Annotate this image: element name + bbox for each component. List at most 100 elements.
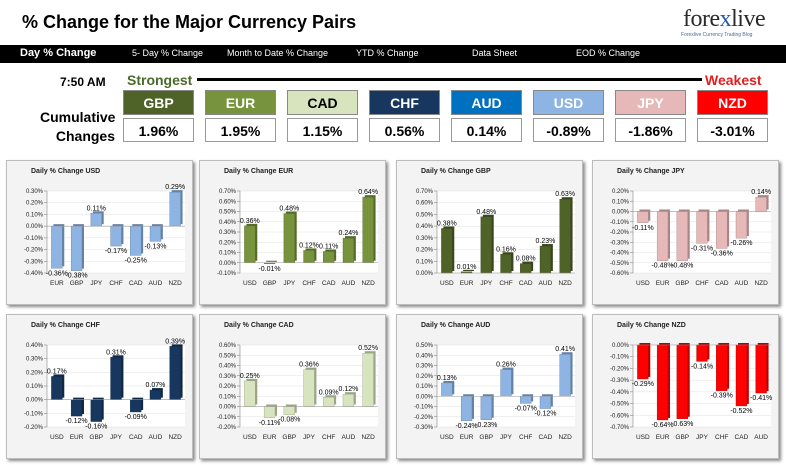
data-label: 0.39% (165, 338, 185, 345)
chart-panel: Daily % Change GBP 0.70% 0.60% 0.50% 0.40% 0.… (396, 160, 583, 305)
bar (342, 237, 355, 263)
x-tick-label: CHF (715, 434, 728, 441)
data-label: 0.48% (476, 209, 496, 216)
data-label: 0.36% (240, 218, 260, 225)
currency-cumulative-value: 1.95% (205, 118, 276, 142)
x-tick-label: CAD (735, 434, 749, 441)
x-tick-label: CAD (129, 280, 143, 287)
forexlive-logo[interactable]: forexlive Forexlive Currency Trading Blo… (675, 6, 775, 38)
y-tick-label: 0.20% (416, 248, 434, 254)
currency-cumulative-value: 0.56% (369, 118, 440, 142)
y-tick-label: 0.00% (26, 398, 44, 404)
data-label: -0.25% (125, 257, 147, 264)
y-tick-label: -0.50% (610, 261, 630, 267)
chart-panel: Daily % Change JPY 0.20% 0.10% 0.00% -0.10% -… (592, 160, 779, 305)
x-tick-label: GBP (675, 280, 689, 287)
data-label: 0.11% (319, 243, 338, 250)
y-tick-label: 0.50% (219, 353, 237, 359)
data-label: -0.29% (632, 381, 654, 388)
tab-ytd-change[interactable]: YTD % Change (356, 48, 419, 58)
bar-depth (266, 260, 277, 262)
y-tick-label: -0.20% (24, 425, 44, 431)
currency-jpy: JPY -1.86% (615, 90, 686, 142)
y-tick-label: 0.70% (416, 189, 434, 195)
y-tick-label: 0.20% (26, 201, 44, 207)
data-label: -0.26% (730, 240, 752, 247)
header: % Change for the Major Currency Pairs fo… (0, 0, 786, 45)
bar (755, 344, 767, 394)
bar (51, 376, 63, 400)
bar (500, 369, 512, 397)
data-label: -0.41% (750, 395, 772, 402)
y-tick-label: 0.60% (219, 343, 237, 349)
x-tick-label: JPY (500, 434, 513, 441)
bar (716, 211, 728, 249)
data-label: 0.13% (437, 375, 457, 382)
x-tick-label: NZD (168, 280, 182, 287)
y-tick-label: 0.20% (612, 189, 630, 195)
bar-chart: 0.50% 0.40% 0.30% 0.20% 0.10% 0.00% -0.10% -0.2… (414, 343, 575, 441)
x-tick-label: AUD (735, 280, 749, 287)
y-tick-label: 0.10% (416, 259, 434, 265)
currency-cad: CAD 1.15% (287, 90, 358, 142)
y-tick-label: 0.30% (26, 357, 44, 363)
data-label: 0.29% (165, 184, 185, 191)
y-tick-label: 0.30% (219, 230, 237, 236)
x-tick-label: CHF (695, 280, 708, 287)
y-tick-label: -0.20% (24, 248, 44, 254)
y-tick-label: 0.50% (219, 210, 237, 216)
bar (90, 213, 102, 227)
bar (559, 354, 571, 397)
y-tick-label: -0.20% (414, 415, 434, 421)
x-tick-label: AUD (342, 280, 356, 287)
bar (441, 382, 453, 397)
bar (637, 211, 649, 223)
y-tick-label: -0.60% (610, 413, 630, 419)
tab-5-day-change[interactable]: 5- Day % Change (132, 48, 204, 58)
tab-day-change[interactable]: Day % Change (20, 47, 97, 59)
tab-data-sheet[interactable]: Data Sheet (472, 48, 518, 58)
x-tick-label: CAD (539, 434, 553, 441)
y-tick-label: 0.60% (219, 199, 237, 205)
y-tick-label: 0.30% (26, 189, 44, 195)
tab-month-to-date-change[interactable]: Month to Date % Change (227, 48, 329, 58)
y-tick-label: -0.10% (24, 411, 44, 417)
currency-name: CHF (369, 90, 440, 115)
currency-chf: CHF 0.56% (369, 90, 440, 142)
data-label: -0.36% (711, 250, 733, 257)
currency-usd: USD -0.89% (533, 90, 604, 142)
y-tick-label: -0.10% (414, 405, 434, 411)
y-tick-label: 0.00% (219, 261, 237, 267)
x-tick-label: USD (50, 434, 64, 441)
y-tick-label: -0.30% (414, 425, 434, 431)
data-label: -0.09% (125, 414, 147, 421)
data-label: -0.23% (475, 422, 497, 429)
bar (90, 399, 102, 422)
y-tick-label: 0.60% (416, 201, 434, 207)
y-tick-label: -0.10% (610, 220, 630, 226)
data-label: -0.08% (278, 417, 300, 424)
x-tick-label: USD (636, 280, 650, 287)
bar (656, 344, 669, 421)
data-label: 0.11% (87, 205, 106, 212)
y-tick-label: 0.70% (219, 189, 237, 195)
tab-eod-change[interactable]: EOD % Change (576, 48, 641, 58)
currency-name: NZD (697, 90, 768, 115)
x-tick-label: CAD (129, 434, 143, 441)
bar (303, 250, 315, 263)
cumulative-changes-label: Cumulative Changes (40, 109, 116, 144)
x-tick-label: JPY (110, 434, 123, 441)
y-tick-label: -0.10% (610, 355, 630, 361)
y-tick-label: -0.60% (610, 271, 630, 277)
x-tick-label: USD (440, 280, 454, 287)
data-label: 0.16% (496, 246, 516, 253)
bar (110, 225, 122, 247)
x-tick-label: NZD (754, 280, 768, 287)
x-tick-label: CHF (322, 434, 335, 441)
x-tick-label: EUR (263, 434, 277, 441)
data-label: -0.64% (651, 422, 673, 429)
chart-panel: Daily % Change USD 0.30% 0.20% 0.10% 0.00% -0… (6, 160, 193, 305)
y-tick-label: 0.40% (219, 220, 237, 226)
data-label: 0.26% (496, 362, 516, 369)
currency-name: CAD (287, 90, 358, 115)
